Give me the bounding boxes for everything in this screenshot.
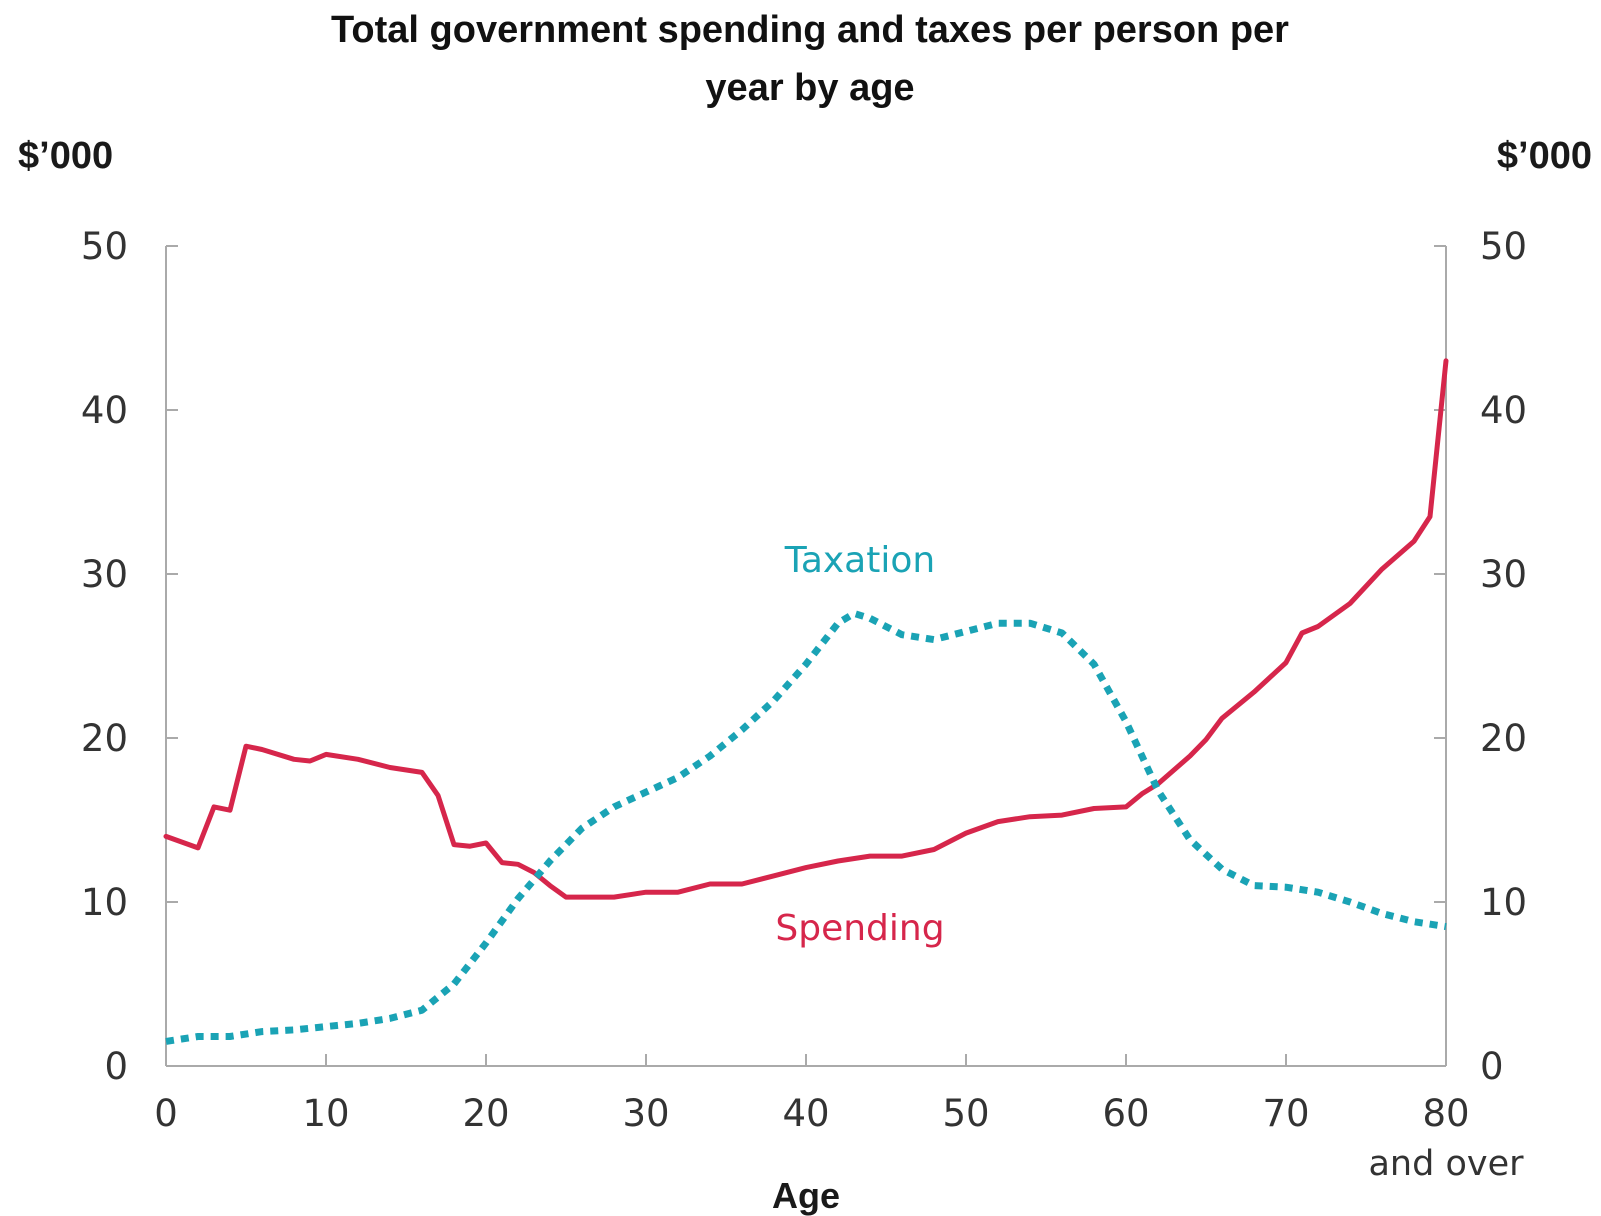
x-tick-label: 10 xyxy=(302,1092,349,1135)
y-tick-label-left: 20 xyxy=(81,717,128,760)
y-tick-label-left: 0 xyxy=(104,1045,128,1088)
spending-series-label: Spending xyxy=(775,908,944,949)
x-tick-label: 20 xyxy=(462,1092,509,1135)
y-tick-label-right: 50 xyxy=(1480,225,1527,268)
y-tick-label-left: 10 xyxy=(81,881,128,924)
x-tick-label: 0 xyxy=(154,1092,178,1135)
x-axis-title: Age xyxy=(772,1175,840,1216)
y-tick-label-left: 40 xyxy=(81,389,128,432)
x-tick-label: 50 xyxy=(942,1092,989,1135)
y-tick-label-left: 50 xyxy=(81,225,128,268)
x-tick-label: 70 xyxy=(1262,1092,1309,1135)
x-tick-sublabel-and-over: and over xyxy=(1368,1144,1524,1184)
y-unit-left: $’000 xyxy=(18,135,113,177)
spending-series-line xyxy=(163,358,1449,900)
x-tick-label: 80 xyxy=(1422,1092,1469,1135)
y-unit-right: $’000 xyxy=(1497,135,1592,177)
x-tick-label: 60 xyxy=(1102,1092,1149,1135)
series-layer xyxy=(163,358,1449,1045)
y-tick-label-left: 30 xyxy=(81,553,128,596)
chart-title-line2: year by age xyxy=(705,67,914,109)
y-tick-label-right: 30 xyxy=(1480,553,1527,596)
x-tick-label: 30 xyxy=(622,1092,669,1135)
taxation-series-line xyxy=(165,609,1447,1045)
taxation-series-label: Taxation xyxy=(784,540,935,581)
y-tick-label-right: 0 xyxy=(1480,1045,1504,1088)
y-tick-label-right: 10 xyxy=(1480,881,1527,924)
x-tick-label: 40 xyxy=(782,1092,829,1135)
y-tick-label-right: 20 xyxy=(1480,717,1527,760)
y-tick-label-right: 40 xyxy=(1480,389,1527,432)
chart-title-line1: Total government spending and taxes per … xyxy=(331,9,1289,51)
